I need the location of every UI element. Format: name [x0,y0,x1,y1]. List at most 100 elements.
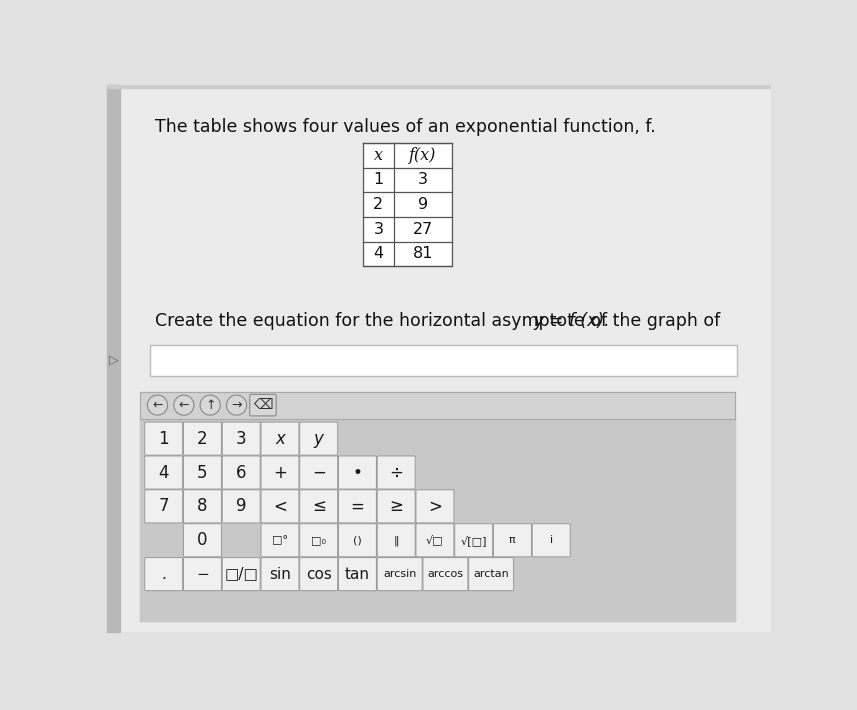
Text: −: − [312,464,326,481]
Text: arctan: arctan [473,569,509,579]
FancyBboxPatch shape [145,557,183,591]
Text: 81: 81 [413,246,433,261]
FancyBboxPatch shape [423,557,468,591]
FancyBboxPatch shape [455,524,493,557]
FancyBboxPatch shape [494,524,531,557]
FancyBboxPatch shape [300,557,338,591]
Text: +: + [273,464,287,481]
Text: .: . [161,567,166,581]
Text: <: < [273,498,287,515]
FancyBboxPatch shape [145,490,183,523]
Text: x: x [275,430,285,447]
FancyBboxPatch shape [377,557,423,591]
Text: 8: 8 [197,498,207,515]
Text: 3: 3 [236,430,247,447]
Text: 1: 1 [159,430,169,447]
Text: 4: 4 [374,246,383,261]
FancyBboxPatch shape [261,557,299,591]
FancyBboxPatch shape [300,422,338,455]
FancyBboxPatch shape [377,490,415,523]
Text: 27: 27 [413,222,433,236]
Text: y: y [314,430,324,447]
Bar [363,143,452,266]
Text: 6: 6 [236,464,247,481]
FancyBboxPatch shape [416,524,454,557]
Circle shape [147,395,168,415]
FancyBboxPatch shape [261,490,299,523]
Text: ≤: ≤ [312,498,326,515]
Text: ≥: ≥ [389,498,403,515]
Text: x: x [374,147,383,164]
FancyBboxPatch shape [261,456,299,489]
Text: □₀: □₀ [311,535,327,545]
FancyBboxPatch shape [222,557,261,591]
Circle shape [226,395,247,415]
Text: 9: 9 [418,197,428,212]
Text: ←: ← [153,398,163,412]
FancyBboxPatch shape [183,524,221,557]
FancyBboxPatch shape [261,524,299,557]
Text: Create the equation for the horizontal asymptote of the graph of: Create the equation for the horizontal a… [155,312,726,330]
FancyBboxPatch shape [222,456,261,489]
Text: f(x): f(x) [410,147,436,164]
Text: sin: sin [269,567,291,581]
Text: cos: cos [306,567,332,581]
Text: □/□: □/□ [225,567,258,581]
FancyBboxPatch shape [261,422,299,455]
FancyBboxPatch shape [377,524,415,557]
FancyBboxPatch shape [469,557,513,591]
FancyBboxPatch shape [145,456,183,489]
Text: −: − [196,567,209,581]
FancyBboxPatch shape [300,456,338,489]
Text: i: i [549,535,553,545]
Circle shape [174,395,194,415]
FancyBboxPatch shape [183,456,221,489]
Text: 2: 2 [197,430,207,447]
Text: 3: 3 [418,173,428,187]
Text: ⌫: ⌫ [253,398,273,412]
FancyBboxPatch shape [532,524,570,557]
Text: tan: tan [345,567,370,581]
Text: ▷: ▷ [109,354,118,366]
Text: ↑: ↑ [205,398,215,412]
Text: ÷: ÷ [389,464,403,481]
FancyBboxPatch shape [183,557,221,591]
FancyBboxPatch shape [249,394,276,416]
Text: 0: 0 [197,531,207,550]
Text: √[□]: √[□] [460,535,487,546]
Text: y = f (x).: y = f (x). [533,312,609,330]
FancyBboxPatch shape [300,490,338,523]
Text: □°: □° [272,535,288,545]
Bar [140,392,734,621]
Text: The table shows four values of an exponential function, f.: The table shows four values of an expone… [155,118,656,136]
FancyBboxPatch shape [339,524,376,557]
FancyBboxPatch shape [416,490,454,523]
Text: π: π [509,535,516,545]
Circle shape [201,395,220,415]
Bar [140,392,734,419]
Bar [107,85,771,87]
Text: (): () [353,535,362,545]
FancyBboxPatch shape [183,422,221,455]
FancyBboxPatch shape [339,557,376,591]
FancyBboxPatch shape [183,490,221,523]
Text: =: = [351,498,364,515]
Text: 3: 3 [374,222,383,236]
FancyBboxPatch shape [377,456,415,489]
Text: 7: 7 [159,498,169,515]
Text: arccos: arccos [428,569,464,579]
Text: ←: ← [178,398,189,412]
Text: 2: 2 [374,197,383,212]
Bar [140,419,734,621]
Text: 4: 4 [159,464,169,481]
FancyBboxPatch shape [222,490,261,523]
Text: ‖: ‖ [393,535,399,545]
Bar [107,85,119,632]
Text: 5: 5 [197,464,207,481]
Bar [150,346,737,376]
Text: 1: 1 [374,173,383,187]
Text: √□: √□ [426,535,444,546]
FancyBboxPatch shape [222,422,261,455]
Text: 9: 9 [236,498,247,515]
FancyBboxPatch shape [339,490,376,523]
